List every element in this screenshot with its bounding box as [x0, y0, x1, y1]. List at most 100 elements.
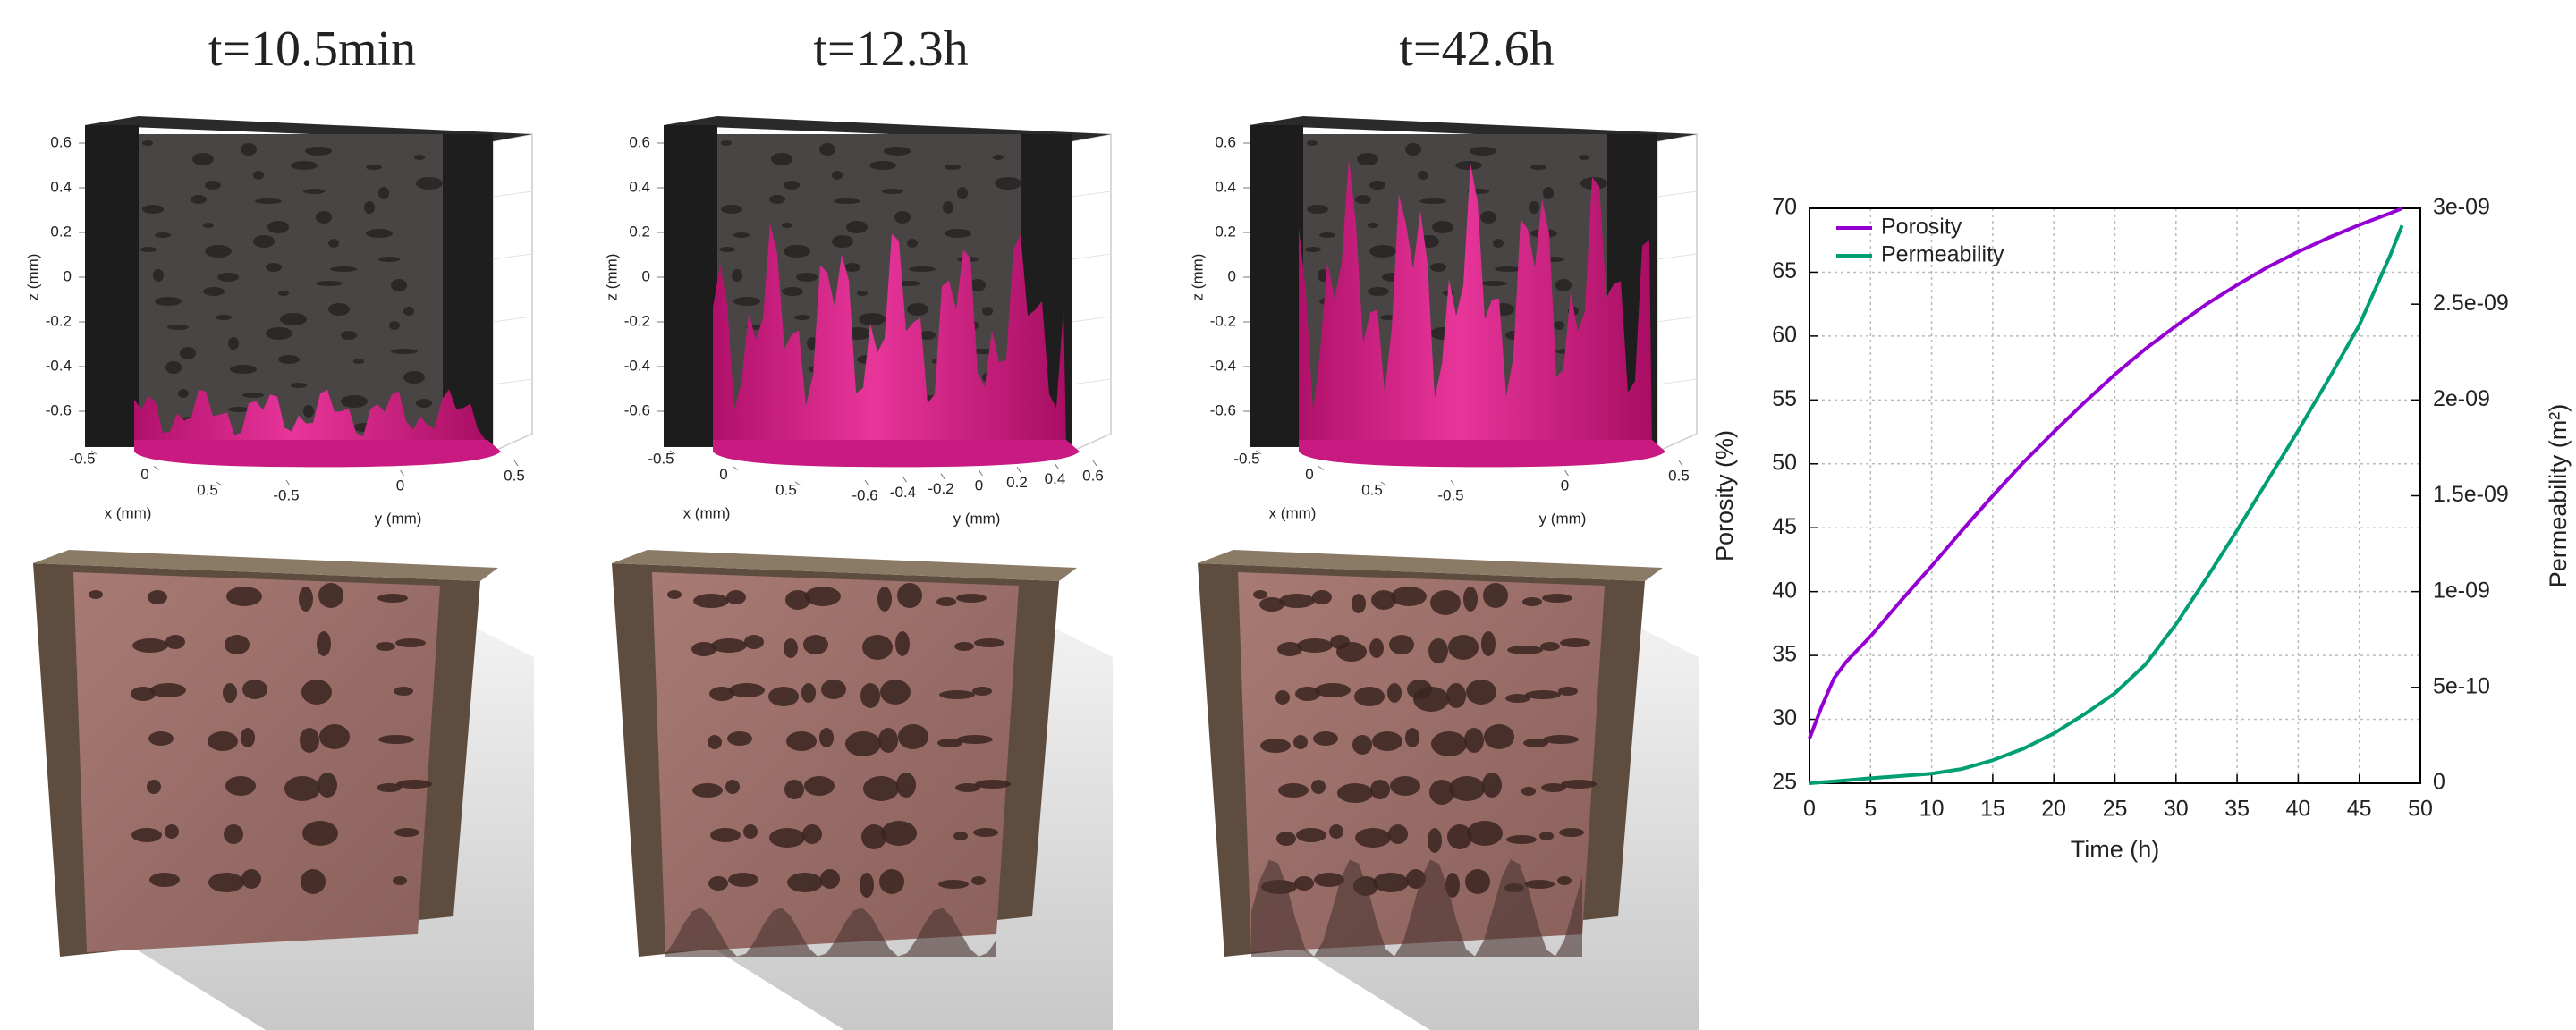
- rock-pore: [224, 824, 243, 844]
- z-tick-label: 0.2: [1215, 223, 1236, 240]
- rock-pore: [131, 828, 162, 842]
- rock-pore: [1448, 635, 1479, 660]
- rock-pore: [1279, 594, 1315, 608]
- pore: [253, 235, 275, 248]
- pore: [155, 297, 182, 306]
- rock-pore: [1329, 824, 1343, 839]
- rock-pore: [1276, 832, 1296, 846]
- pore: [180, 347, 196, 359]
- rock-pore: [975, 780, 1011, 789]
- rock-pore: [1481, 631, 1496, 656]
- y-tick: [864, 479, 869, 486]
- rock-pore: [1542, 594, 1572, 603]
- x-axis-label: x (mm): [105, 504, 152, 521]
- pore: [982, 307, 993, 316]
- y-tick: [1450, 479, 1455, 486]
- rock-pore: [1389, 635, 1414, 654]
- rock-pore: [804, 776, 835, 796]
- x-tick: [90, 450, 97, 455]
- box-left: [1250, 125, 1303, 447]
- y-tick-label: 0: [975, 477, 983, 494]
- pore: [366, 229, 393, 238]
- rock-pore: [165, 635, 185, 649]
- z-tick-label: 0: [642, 267, 650, 284]
- rock-pore: [693, 594, 729, 608]
- y-tick: [285, 479, 291, 486]
- rock-pore: [1465, 869, 1490, 894]
- series-line: [1809, 224, 2404, 785]
- box-grid: [1657, 378, 1698, 385]
- rock-pore: [223, 683, 237, 703]
- y-tick-label: -0.5: [273, 486, 299, 503]
- y-tick: [400, 469, 404, 477]
- rock-pore: [821, 680, 846, 699]
- rock-pore: [226, 587, 262, 606]
- render-frame-top: [1198, 550, 1663, 581]
- y-tick-label: 65: [1772, 258, 1797, 283]
- pore: [1405, 143, 1421, 156]
- x-tick-label: -0.5: [648, 450, 674, 467]
- pore: [364, 201, 375, 214]
- rock-pore: [729, 683, 765, 697]
- rock-render: [612, 550, 1113, 1030]
- pore: [230, 365, 257, 374]
- rock-pore: [725, 780, 740, 794]
- y2-tick-label: 1e-09: [2433, 578, 2490, 603]
- rock-pore: [937, 739, 962, 747]
- rock-pore: [1428, 638, 1448, 663]
- y-tick: [1564, 469, 1569, 477]
- pore: [733, 297, 760, 306]
- rock-pore: [394, 828, 419, 837]
- z-tick-label: 0.6: [1215, 133, 1236, 150]
- y-tick: [1016, 467, 1021, 473]
- pore: [1529, 201, 1539, 214]
- pore: [191, 195, 207, 204]
- render-rock: [652, 572, 1019, 952]
- rock-pore: [208, 873, 244, 892]
- pore: [1530, 165, 1546, 170]
- rock-pore: [208, 731, 238, 751]
- x-tick-label: 30: [2164, 797, 2189, 822]
- rock-pore: [801, 683, 816, 703]
- y-axis-label: y (mm): [953, 510, 1001, 527]
- y-tick-label: 25: [1772, 770, 1797, 795]
- pore: [205, 245, 232, 258]
- y2-tick-label: 2e-09: [2433, 386, 2490, 411]
- rock-pore: [317, 631, 331, 656]
- pore: [140, 247, 157, 252]
- rock-pore: [148, 590, 167, 604]
- y-tick-label: 45: [1772, 514, 1797, 539]
- rock-pore: [284, 776, 320, 801]
- z-tick-label: -0.2: [624, 312, 650, 329]
- y-tick-label: 0: [396, 477, 404, 494]
- x-tick: [1380, 481, 1387, 486]
- pore: [341, 395, 368, 408]
- x-tick-label: -0.5: [69, 450, 95, 467]
- rock-pore: [972, 687, 992, 696]
- rock-pore: [1506, 835, 1537, 844]
- pore: [278, 291, 289, 296]
- x-tick-label: 35: [2224, 797, 2250, 822]
- rock-pore: [728, 873, 758, 887]
- rock-pore: [1464, 728, 1484, 753]
- y2-tick-label: 3e-09: [2433, 195, 2490, 220]
- y2-tick-label: 0: [2433, 770, 2445, 795]
- eroded-zone: [1251, 859, 1582, 957]
- rock-pore: [89, 590, 103, 599]
- pore: [832, 235, 853, 248]
- rock-pore: [300, 728, 319, 753]
- pore: [291, 161, 318, 170]
- rock-pore: [973, 828, 998, 837]
- rock-pore: [862, 635, 893, 660]
- pore: [316, 281, 343, 286]
- rock-pore: [242, 869, 261, 889]
- z-tick-label: 0.4: [629, 178, 650, 195]
- y2-tick-label: 2.5e-09: [2433, 291, 2509, 316]
- dissolution-front: [1299, 158, 1652, 447]
- x-tick: [1255, 450, 1262, 455]
- panel-title: t=10.5min: [208, 21, 416, 77]
- rock-pore: [1387, 683, 1402, 703]
- rock-pore: [376, 642, 395, 651]
- pore: [782, 223, 792, 228]
- rock-pore: [1447, 824, 1472, 849]
